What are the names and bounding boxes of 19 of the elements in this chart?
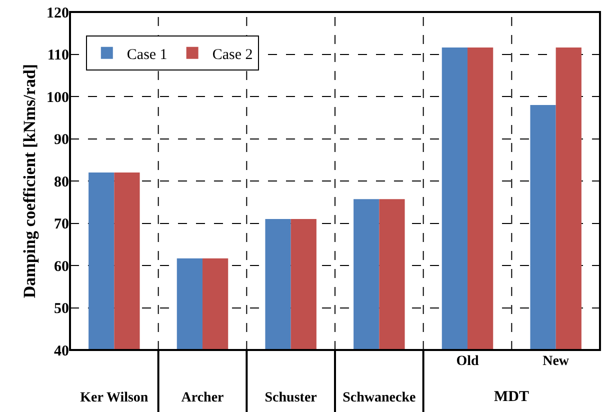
x-tick-label: Old (456, 354, 479, 369)
x-tick-label: New (542, 354, 570, 369)
y-tick-label: 50 (54, 301, 69, 317)
y-tick-label: 70 (54, 216, 69, 232)
legend-label: Case 2 (212, 46, 253, 63)
y-tick-label: 60 (54, 258, 69, 275)
x-tick-label: Schwanecke (342, 390, 416, 406)
y-tick-label: 90 (54, 132, 69, 148)
legend-label: Case 1 (126, 46, 168, 63)
y-tick-label: 110 (47, 48, 69, 64)
y-tick-label: 120 (46, 5, 69, 22)
y-tick-label: 100 (46, 90, 69, 106)
y-tick-label: 80 (54, 174, 69, 190)
x-tick-label: Schuster (264, 390, 317, 406)
x-tick-label: Ker Wilson (80, 390, 148, 406)
y-axis-title: Damping coefficient [kNms/rad] (20, 64, 40, 298)
text: MDT (494, 389, 529, 405)
x-tick-label: Archer (181, 390, 224, 406)
y-tick-label: 40 (54, 343, 69, 360)
